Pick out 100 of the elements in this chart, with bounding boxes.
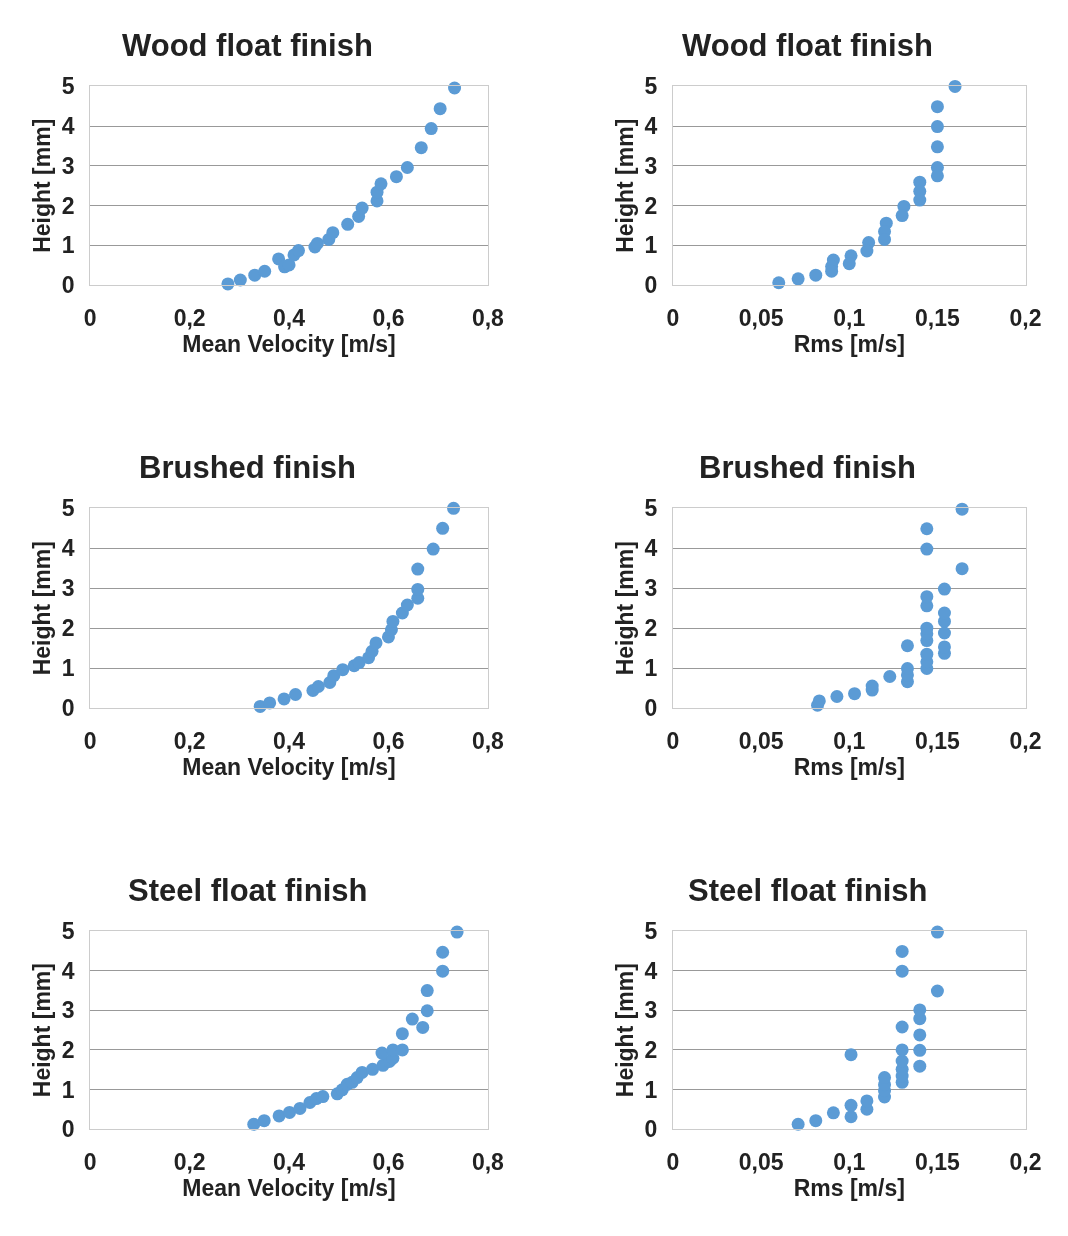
y-tick-label: 0 xyxy=(644,695,658,722)
point xyxy=(411,562,425,576)
y-tick-label: 5 xyxy=(644,495,658,522)
y-tick-label: 2 xyxy=(644,615,658,642)
point xyxy=(416,1020,430,1034)
point xyxy=(791,1117,805,1131)
x-tick-label: 0 xyxy=(666,1148,680,1175)
point xyxy=(405,1012,419,1026)
y-tick-label: 2 xyxy=(61,1036,75,1063)
point xyxy=(913,1003,927,1017)
point xyxy=(844,1110,858,1124)
point xyxy=(316,1090,330,1104)
point xyxy=(895,944,909,958)
x-tick-label: 0,2 xyxy=(173,304,206,331)
x-tick-label: 0,05 xyxy=(738,1148,784,1175)
y-tick-label: 4 xyxy=(61,957,75,984)
point xyxy=(257,1114,271,1128)
x-tick-label: 0 xyxy=(666,304,680,331)
x-tick-label: 0,4 xyxy=(273,1148,306,1175)
y-tick-label: 3 xyxy=(61,997,75,1024)
point xyxy=(883,670,897,683)
point xyxy=(420,1004,434,1018)
y-tick-label: 1 xyxy=(644,1076,658,1103)
point xyxy=(436,964,450,978)
point xyxy=(375,1046,389,1060)
x-tick-label: 0,15 xyxy=(915,727,960,754)
point xyxy=(895,1043,909,1057)
y-axis-title: Height [mm] xyxy=(29,541,56,676)
point xyxy=(310,236,324,250)
y-tick-label: 2 xyxy=(644,192,658,219)
y-tick-label: 2 xyxy=(61,615,75,642)
point xyxy=(433,102,447,116)
point xyxy=(844,1048,858,1062)
y-tick-label: 3 xyxy=(644,152,658,179)
point xyxy=(258,264,272,278)
point xyxy=(900,639,914,653)
chart-title: Wood float finish xyxy=(682,28,933,63)
x-tick-label: 0,4 xyxy=(273,727,306,754)
point xyxy=(424,122,438,136)
x-tick-label: 0,6 xyxy=(372,1148,405,1175)
point xyxy=(395,1027,409,1041)
point xyxy=(937,626,951,640)
chart-title: Steel float finish xyxy=(128,873,368,908)
point xyxy=(282,258,296,272)
point xyxy=(389,170,403,184)
y-tick-label: 1 xyxy=(644,655,658,682)
y-axis-title: Height [mm] xyxy=(612,541,639,676)
x-tick-label: 0 xyxy=(666,727,680,754)
point xyxy=(920,522,934,536)
y-tick-label: 4 xyxy=(644,957,658,984)
point xyxy=(913,1028,927,1042)
point xyxy=(895,209,909,223)
point xyxy=(326,226,340,240)
point xyxy=(860,1094,874,1108)
point xyxy=(327,669,341,683)
point xyxy=(955,562,969,576)
x-tick-label: 0 xyxy=(83,727,97,754)
point xyxy=(895,964,909,978)
point xyxy=(920,590,934,604)
point xyxy=(311,680,325,693)
x-tick-label: 0,15 xyxy=(915,304,960,331)
y-tick-label: 0 xyxy=(61,1116,75,1143)
y-axis-title: Height [mm] xyxy=(29,118,56,253)
y-tick-label: 4 xyxy=(61,535,75,562)
x-tick-label: 0 xyxy=(83,1148,97,1175)
x-axis-title: Mean Velocity [m/s] xyxy=(182,1175,396,1202)
x-tick-label: 0,15 xyxy=(915,1148,960,1175)
y-tick-label: 1 xyxy=(61,232,75,259)
x-tick-label: 0,2 xyxy=(1009,1148,1042,1175)
y-tick-label: 3 xyxy=(61,575,75,602)
point xyxy=(233,273,247,287)
point xyxy=(860,244,874,258)
y-tick-label: 2 xyxy=(61,192,75,219)
y-tick-label: 1 xyxy=(61,655,75,682)
y-tick-label: 0 xyxy=(61,272,75,299)
y-axis-title: Height [mm] xyxy=(612,963,639,1098)
point xyxy=(913,193,927,207)
x-tick-label: 0,1 xyxy=(833,727,866,754)
point xyxy=(277,692,291,706)
x-tick-label: 0,05 xyxy=(738,304,784,331)
point xyxy=(374,177,388,191)
x-tick-label: 0,2 xyxy=(173,1148,206,1175)
point xyxy=(848,687,862,701)
x-tick-label: 0 xyxy=(83,304,97,331)
point xyxy=(426,542,440,556)
point xyxy=(930,100,944,114)
y-tick-label: 4 xyxy=(61,113,75,140)
y-tick-label: 5 xyxy=(644,73,658,100)
point xyxy=(411,582,425,596)
y-tick-label: 1 xyxy=(61,1076,75,1103)
point xyxy=(809,1114,823,1128)
point xyxy=(283,1105,297,1119)
y-tick-label: 3 xyxy=(644,997,658,1024)
point xyxy=(355,201,369,215)
x-axis-title: Mean Velocity [m/s] xyxy=(182,331,396,358)
point xyxy=(369,636,383,650)
point xyxy=(248,268,262,282)
point xyxy=(366,1062,380,1076)
point xyxy=(436,521,450,535)
x-tick-label: 0,05 xyxy=(738,727,784,754)
